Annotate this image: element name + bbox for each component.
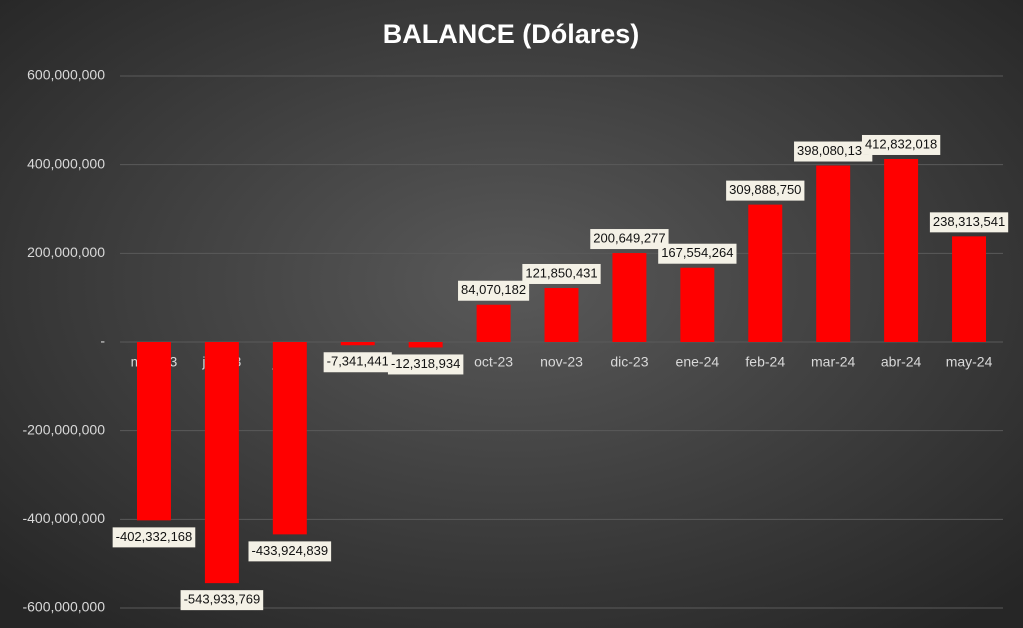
data-label-box: [794, 141, 873, 162]
data-label-box: [248, 541, 332, 562]
bar: [272, 342, 307, 535]
data-label-box: [658, 243, 737, 264]
chart-title: BALANCE (Dólares): [383, 19, 640, 49]
data-label-box: [929, 212, 1009, 233]
data-label: -7,341,441: [327, 354, 389, 369]
y-tick-label: -400,000,000: [22, 510, 105, 526]
data-label-box: [387, 354, 464, 375]
data-label: 398,080,131: [797, 143, 869, 158]
bar: [816, 165, 851, 342]
data-label: -402,332,168: [116, 529, 193, 544]
data-label-box: [112, 527, 196, 548]
y-tick-label: 200,000,000: [27, 244, 105, 260]
data-label-box: [180, 590, 264, 611]
bar: [612, 253, 647, 342]
bar: [136, 342, 171, 521]
x-tick-label: nov-23: [540, 354, 583, 370]
bar: [680, 267, 715, 342]
bar: [476, 304, 511, 342]
data-label-box: [590, 229, 669, 250]
x-tick-label: mar-24: [811, 354, 856, 370]
bar: [884, 158, 919, 342]
bar: [952, 236, 987, 342]
data-label: -433,924,839: [251, 543, 328, 558]
data-label-box: [726, 180, 805, 201]
data-label-box: [522, 263, 601, 284]
data-label: 412,832,018: [865, 136, 937, 151]
x-tick-label: ene-24: [676, 354, 720, 370]
data-label: 167,554,264: [661, 245, 733, 260]
bar: [544, 287, 579, 342]
bar: [340, 342, 375, 346]
bar: [748, 204, 783, 342]
y-tick-label: -200,000,000: [22, 421, 105, 437]
y-tick-label: -600,000,000: [22, 599, 105, 615]
y-tick-label: 600,000,000: [27, 67, 105, 83]
x-tick-label: feb-24: [745, 354, 785, 370]
x-tick-label: abr-24: [881, 354, 922, 370]
bar: [204, 342, 239, 584]
y-tick-label: 400,000,000: [27, 155, 105, 171]
y-tick-label: -: [100, 333, 105, 349]
data-label-box: [323, 352, 392, 373]
data-label: 84,070,182: [461, 282, 526, 297]
data-label-box: [861, 134, 941, 155]
data-label-box: [458, 280, 530, 301]
data-label: 121,850,431: [525, 265, 597, 280]
data-label: -543,933,769: [184, 592, 261, 607]
x-tick-label: dic-23: [610, 354, 648, 370]
x-tick-label: may-24: [946, 354, 993, 370]
data-label: 200,649,277: [593, 230, 665, 245]
data-label: -12,318,934: [391, 356, 460, 371]
bar: [408, 342, 443, 348]
data-label: 238,313,541: [933, 214, 1005, 229]
data-label: 309,888,750: [729, 182, 801, 197]
x-tick-label: oct-23: [474, 354, 513, 370]
